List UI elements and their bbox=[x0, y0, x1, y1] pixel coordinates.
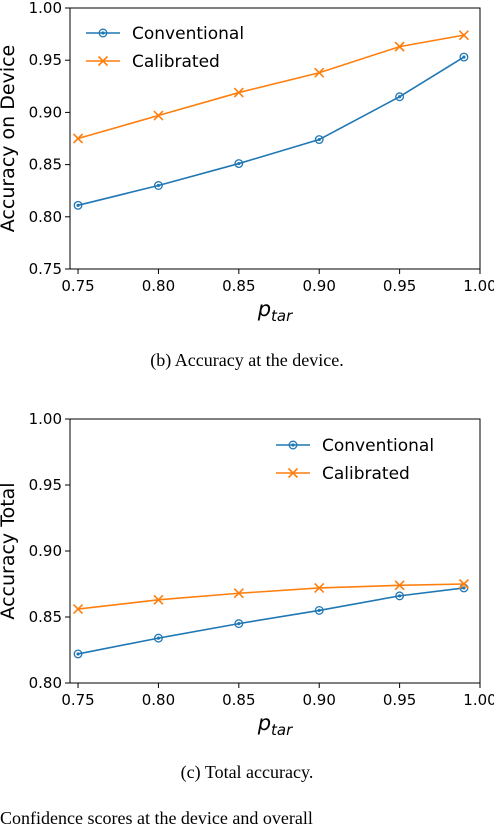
legend-label-conventional: Conventional bbox=[322, 436, 434, 456]
y-tick-label: 0.75 bbox=[29, 260, 62, 278]
y-tick-label: 0.85 bbox=[29, 608, 62, 626]
x-tick-label: 0.75 bbox=[61, 691, 94, 709]
x-tick-label: 0.85 bbox=[222, 691, 255, 709]
data-point-conventional bbox=[73, 200, 83, 210]
data-point-calibrated bbox=[153, 594, 164, 605]
data-point-conventional bbox=[314, 135, 324, 144]
x-axis-label-main: p bbox=[257, 711, 271, 735]
data-point-calibrated bbox=[233, 87, 244, 98]
x-tick-label: 0.85 bbox=[222, 277, 255, 295]
data-point-conventional bbox=[234, 159, 244, 169]
data-point-calibrated bbox=[458, 30, 469, 41]
x-axis-label: ptar bbox=[257, 297, 293, 325]
series-line-calibrated bbox=[77, 583, 464, 610]
legend-marker-calibrated bbox=[287, 467, 299, 479]
y-axis-label: Accuracy Total bbox=[0, 482, 19, 619]
data-point-conventional bbox=[73, 649, 83, 659]
x-axis-label-subscript: tar bbox=[271, 721, 293, 739]
series-line-conventional bbox=[77, 56, 465, 207]
y-tick-label: 0.90 bbox=[29, 103, 62, 121]
data-point-conventional bbox=[459, 52, 469, 62]
caption-b: (b) Accuracy at the device. bbox=[150, 350, 344, 370]
y-tick-label: 0.85 bbox=[29, 156, 62, 174]
data-point-conventional bbox=[234, 619, 244, 629]
y-tick-label: 1.00 bbox=[29, 0, 62, 17]
data-point-calibrated bbox=[314, 582, 325, 594]
x-tick-label: 0.95 bbox=[383, 277, 416, 295]
y-tick-label: 1.00 bbox=[29, 410, 62, 428]
legend-label-calibrated: Calibrated bbox=[322, 464, 410, 484]
legend: Conventional Calibrated bbox=[86, 24, 244, 72]
plot-frame bbox=[69, 7, 481, 270]
x-tick-label: 0.80 bbox=[142, 277, 175, 295]
series-line-conventional bbox=[77, 587, 465, 655]
x-axis-label: ptar bbox=[257, 711, 293, 739]
x-tick-label: 0.90 bbox=[303, 691, 336, 709]
y-axis-label: Accuracy on Device bbox=[0, 45, 19, 232]
x-tick-label: 0.80 bbox=[142, 691, 175, 709]
data-point-calibrated bbox=[153, 110, 164, 121]
x-tick-label: 0.95 bbox=[383, 691, 416, 709]
data-point-calibrated bbox=[314, 67, 325, 78]
y-tick-label: 0.95 bbox=[29, 51, 62, 69]
data-point-conventional bbox=[395, 92, 405, 102]
y-tick-label: 0.80 bbox=[29, 674, 62, 692]
data-point-calibrated bbox=[233, 588, 244, 599]
footer-text: Confidence scores at the device and over… bbox=[0, 808, 313, 828]
legend-label-calibrated: Calibrated bbox=[132, 52, 220, 72]
data-point-calibrated bbox=[72, 133, 84, 144]
legend-marker-conventional bbox=[288, 440, 298, 450]
data-point-calibrated bbox=[458, 578, 469, 590]
data-point-calibrated bbox=[394, 580, 405, 591]
y-tick-label: 0.80 bbox=[29, 208, 62, 226]
x-tick-label: 1.00 bbox=[463, 691, 494, 709]
data-point-calibrated bbox=[394, 41, 405, 52]
data-point-conventional bbox=[153, 181, 163, 190]
series-line-calibrated bbox=[77, 34, 465, 140]
legend: Conventional Calibrated bbox=[276, 436, 434, 484]
legend-marker-calibrated bbox=[97, 55, 109, 67]
data-point-conventional bbox=[314, 605, 324, 615]
data-point-calibrated bbox=[72, 604, 84, 615]
caption-c: (c) Total accuracy. bbox=[180, 762, 314, 782]
y-tick-label: 0.95 bbox=[29, 476, 62, 494]
y-tick-label: 0.90 bbox=[29, 542, 62, 560]
x-tick-label: 0.90 bbox=[303, 277, 336, 295]
legend-marker-conventional bbox=[98, 28, 108, 38]
data-point-conventional bbox=[395, 591, 405, 601]
x-axis-label-main: p bbox=[257, 297, 271, 321]
device-accuracy-chart: 0.75 0.80 0.85 0.90 0.95 1.00 0.75 0.80 0.85 0.90… bbox=[0, 0, 494, 325]
x-tick-label: 0.75 bbox=[61, 277, 94, 295]
x-axis-label-subscript: tar bbox=[271, 307, 293, 325]
x-tick-label: 1.00 bbox=[463, 277, 494, 295]
total-accuracy-chart: 0.800.850.900.951.000.75 0.80 0.85 0.90 0.95… bbox=[0, 410, 494, 739]
legend-label-conventional: Conventional bbox=[132, 24, 244, 44]
data-point-conventional bbox=[153, 633, 163, 643]
